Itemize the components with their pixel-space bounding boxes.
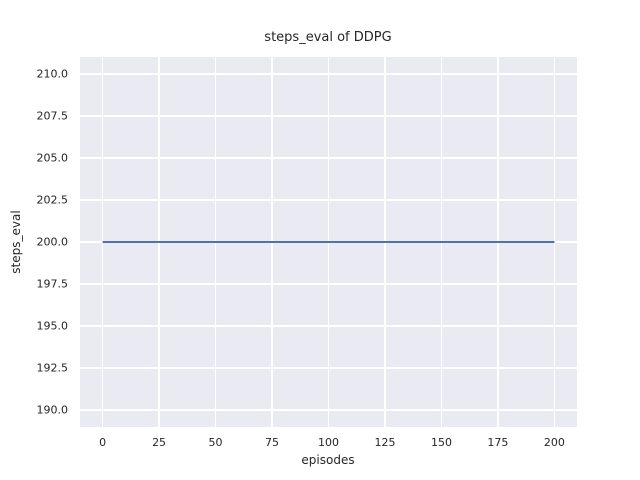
gridline-horizontal — [80, 325, 577, 327]
y-tick-label: 202.5 — [36, 193, 69, 207]
y-tick-label: 200.0 — [36, 235, 69, 249]
x-tick-label: 125 — [374, 436, 396, 449]
y-tick-label: 197.5 — [36, 277, 69, 291]
x-tick-label: 0 — [99, 436, 107, 449]
plot-area — [80, 57, 577, 427]
y-tick-label: 205.0 — [36, 151, 69, 165]
x-tick-label: 25 — [152, 436, 167, 449]
x-tick-label: 150 — [430, 436, 452, 449]
gridline-horizontal — [80, 115, 577, 117]
x-tick-label: 200 — [543, 436, 565, 449]
gridline-horizontal — [80, 367, 577, 369]
gridline-horizontal — [80, 241, 577, 243]
y-tick-label: 207.5 — [36, 109, 69, 123]
gridline-horizontal — [80, 199, 577, 201]
y-axis-label: steps_eval — [9, 210, 23, 274]
x-axis-label: episodes — [301, 453, 355, 467]
gridline-horizontal — [80, 157, 577, 159]
y-tick-label: 210.0 — [36, 67, 69, 81]
gridline-horizontal — [80, 73, 577, 75]
gridline-horizontal — [80, 409, 577, 411]
gridline-horizontal — [80, 283, 577, 285]
x-tick-label: 50 — [208, 436, 223, 449]
y-tick-label: 192.5 — [36, 361, 69, 375]
y-tick-label: 195.0 — [36, 319, 69, 333]
chart-title: steps_eval of DDPG — [264, 30, 392, 45]
x-tick-label: 75 — [265, 436, 280, 449]
x-tick-label: 175 — [487, 436, 509, 449]
y-tick-label: 190.0 — [36, 403, 69, 417]
x-tick-label: 100 — [318, 436, 339, 449]
